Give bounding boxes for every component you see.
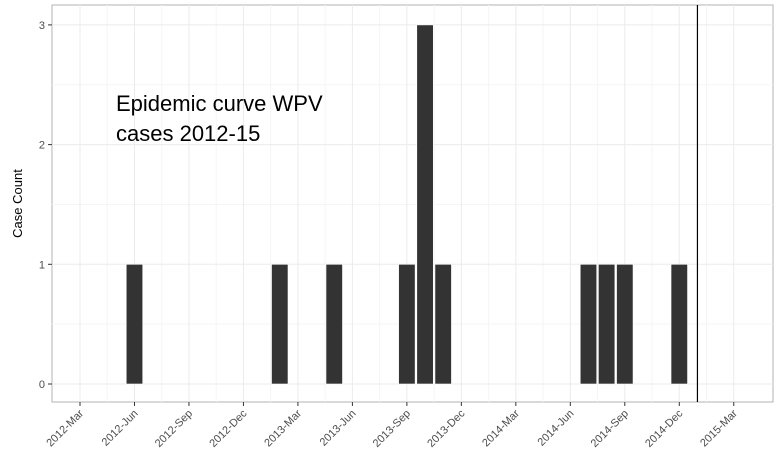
x-tick-label: 2013-Jun [318, 408, 359, 449]
x-axis: 2012-Mar 2012-Jun 2012-Sep 2012-Dec 2013-Mar… [44, 402, 740, 450]
y-tick-label: 0 [39, 379, 45, 391]
bar [416, 24, 434, 385]
bar [598, 263, 616, 385]
x-tick-label: 2014-Jun [536, 408, 577, 449]
x-tick-label: 2012-Sep [153, 408, 195, 450]
bars-group [125, 24, 688, 385]
x-tick-label: 2012-Dec [207, 407, 250, 450]
y-axis-label: Case Count [10, 169, 25, 238]
y-tick-label: 1 [39, 259, 45, 271]
bar [125, 263, 144, 385]
x-tick-label: 2015-Mar [698, 407, 740, 449]
y-tick-label: 3 [39, 20, 45, 32]
bar [325, 263, 343, 385]
x-tick-label: 2014-Mar [480, 407, 522, 449]
bar [271, 263, 289, 385]
bar [398, 263, 416, 385]
bar [670, 263, 688, 385]
annotation-line-2: cases 2012-15 [116, 121, 260, 146]
x-tick-label: 2014-Sep [589, 408, 631, 450]
x-tick-label: 2013-Sep [371, 408, 413, 450]
y-axis: 0 1 2 3 [39, 20, 52, 391]
bar [616, 263, 634, 385]
x-tick-label: 2012-Mar [44, 407, 86, 449]
x-tick-label: 2014-Dec [643, 407, 686, 450]
y-tick-label: 2 [39, 140, 45, 152]
x-tick-label: 2012-Jun [100, 408, 141, 449]
annotation-line-1: Epidemic curve WPV [116, 91, 323, 116]
bar [579, 263, 598, 385]
grid-lines [52, 5, 773, 402]
bar [434, 263, 452, 385]
x-tick-label: 2013-Mar [262, 407, 304, 449]
x-tick-label: 2013-Dec [425, 407, 468, 450]
